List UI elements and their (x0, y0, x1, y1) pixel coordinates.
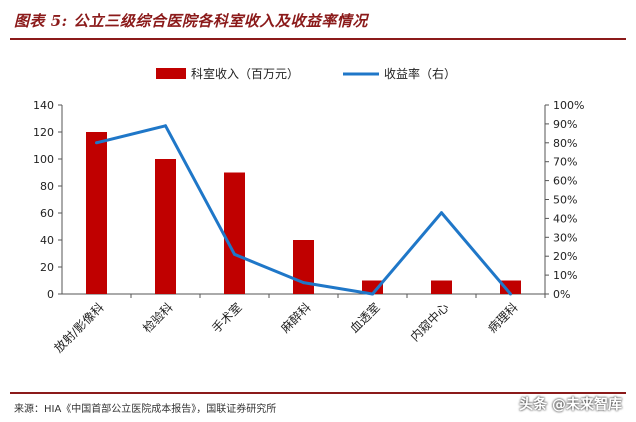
x-tick-label: 病理科 (485, 300, 521, 336)
y-left-tick-label: 140 (33, 99, 54, 112)
y-right-tick-label: 30% (553, 231, 577, 244)
line-series (95, 124, 512, 296)
y-left-tick-label: 60 (40, 207, 54, 220)
chart-title: 图表 5: 公立三级综合医院各科室收入及收益率情况 (14, 12, 368, 30)
y-right-tick-label: 100% (553, 99, 584, 112)
chart: 0 20 40 60 80 100 120 140 0% 10% 20% 30% 40% 50% 60% 70… (33, 66, 584, 356)
y-right-tick-label: 80% (553, 137, 577, 150)
y-right-tick-label: 10% (553, 269, 577, 282)
legend-label-bar: 科室收入（百万元） (191, 66, 299, 81)
line-point (95, 141, 98, 145)
x-tick-label: 血透室 (347, 300, 383, 336)
y-right-tick-label: 70% (553, 156, 577, 169)
bar (293, 240, 314, 294)
line-point (302, 281, 305, 285)
y-right-tick-label: 50% (553, 194, 577, 207)
bars (86, 132, 521, 294)
watermark: 头条 @未来智库 (519, 397, 622, 413)
title-bar: 图表 5: 公立三级综合医院各科室收入及收益率情况 (0, 0, 636, 40)
legend-label-line: 收益率（右） (384, 66, 456, 81)
y-right-tick-label: 20% (553, 250, 577, 263)
y-left-tick-label: 120 (33, 126, 54, 139)
legend-swatch-bar (156, 68, 186, 79)
legend: 科室收入（百万元） 收益率（右） (156, 66, 456, 81)
x-tick-label: 麻醉科 (278, 300, 314, 336)
y-right-tick-label: 0% (553, 288, 570, 301)
bar (500, 280, 521, 294)
source-note: 来源：HIA《中国首部公立医院成本报告》，国联证券研究所 (14, 404, 277, 415)
x-tick-label: 检验科 (140, 300, 176, 336)
y-left-tick-label: 0 (47, 288, 54, 301)
y-left-tick-label: 80 (40, 180, 54, 193)
y-left-tick-label: 40 (40, 234, 54, 247)
y-right-tick-label: 90% (553, 118, 577, 131)
bar (362, 280, 383, 294)
y-left-tick-label: 20 (40, 261, 54, 274)
bar (431, 280, 452, 294)
y-left-tick-label: 100 (33, 153, 54, 166)
bar (155, 159, 176, 294)
y-right-tick-label: 40% (553, 212, 577, 225)
line-point (164, 124, 167, 128)
x-tick-label: 手术室 (209, 300, 245, 336)
line-point (509, 292, 512, 296)
title-divider (10, 38, 626, 40)
bar (224, 172, 245, 294)
y-right-tick-label: 60% (553, 175, 577, 188)
bottom-divider (10, 392, 626, 394)
line-point (440, 211, 443, 215)
line-point (233, 252, 236, 256)
x-tick-label: 内窥中心 (407, 300, 452, 345)
bar (86, 132, 107, 294)
x-tick-label: 放射/影像科 (51, 300, 107, 356)
line-point (371, 292, 374, 296)
